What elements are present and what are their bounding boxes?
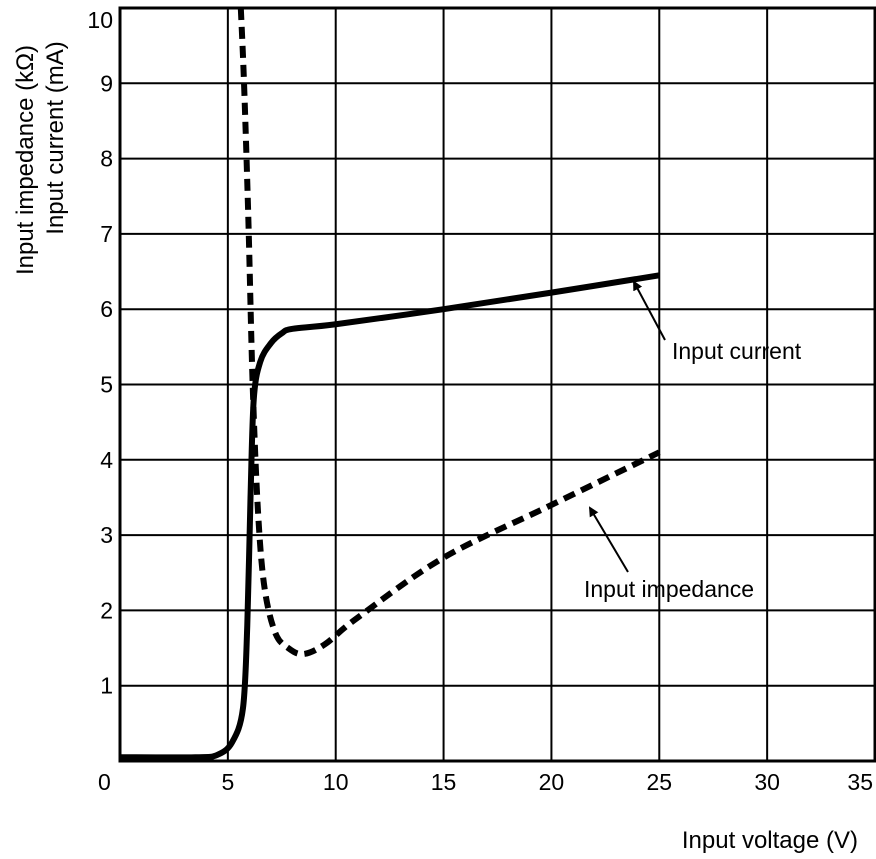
x-tick-label: 30 [754,769,780,795]
x-tick-labels: 0 5 10 15 20 25 30 35 [98,769,873,795]
y-tick-label: 7 [100,221,113,247]
y-tick-label: 9 [100,70,113,96]
series-line-input-impedance [237,7,661,658]
annotation-arrow [588,506,629,573]
y-tick-label: 4 [100,447,113,473]
x-tick-label: 25 [646,769,672,795]
series-group [119,7,661,761]
y-tick-label: 10 [87,7,113,33]
series-line-input-current [119,272,660,761]
grid-lines [120,8,875,761]
y-tick-label: 2 [100,597,113,623]
x-axis-title: Input voltage (V) [682,827,858,854]
y-tick-label: 6 [100,296,113,322]
y-axis-title-line-2: Input current (mA) [42,41,69,234]
plot-frame [118,6,876,763]
x-tick-label: 15 [431,769,457,795]
annotation-label: Input impedance [584,576,754,602]
x-tick-label: 0 [98,769,111,795]
annotation-arrow [633,280,666,341]
x-tick-label: 20 [539,769,565,795]
annotations: Input current Input impedance [584,280,802,602]
y-tick-label: 1 [100,673,113,699]
annotation-label: Input current [672,338,802,364]
y-axis-title-line-1: Input impedance (kΩ) [12,45,39,275]
y-tick-label: 8 [100,146,113,172]
x-tick-label: 35 [847,769,873,795]
y-tick-label: 3 [100,522,113,548]
y-tick-labels: 1 2 3 4 5 6 7 8 9 10 [87,7,113,699]
x-tick-label: 10 [323,769,349,795]
y-tick-label: 5 [100,372,113,398]
x-tick-label: 5 [221,769,234,795]
